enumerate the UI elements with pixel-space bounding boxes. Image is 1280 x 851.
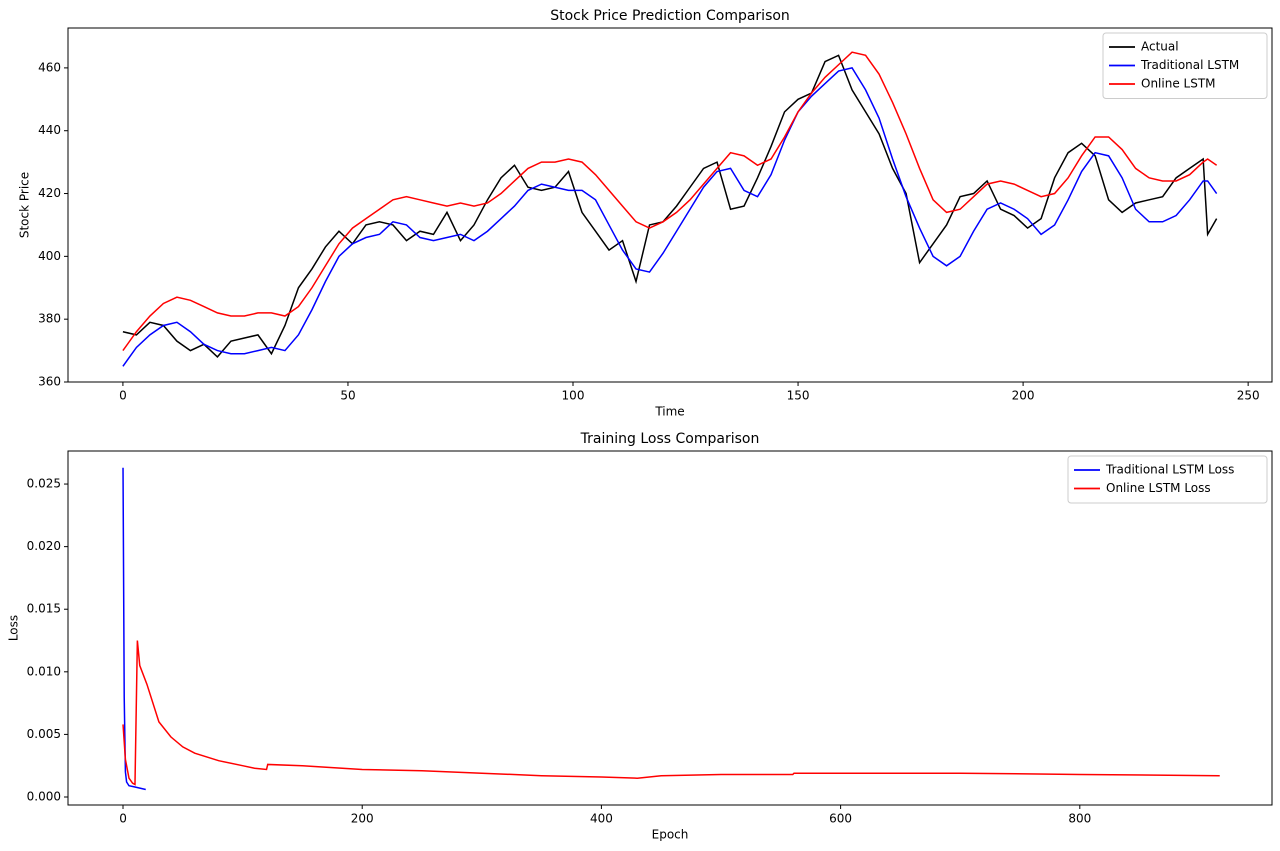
chart-title: Training Loss Comparison — [580, 431, 760, 447]
x-tick-label: 150 — [787, 389, 810, 403]
y-tick-label: 400 — [38, 249, 61, 263]
x-tick-label: 0 — [119, 812, 127, 826]
x-tick-label: 600 — [829, 812, 852, 826]
legend-label: Traditional LSTM Loss — [1105, 463, 1234, 477]
x-tick-label: 200 — [351, 812, 374, 826]
y-tick-label: 420 — [38, 186, 61, 200]
y-tick-label: 0.005 — [27, 727, 61, 741]
series-line — [123, 468, 146, 790]
x-axis-label: Time — [654, 405, 684, 419]
legend-label: Traditional LSTM — [1140, 58, 1239, 72]
y-tick-label: 0.015 — [27, 602, 61, 616]
y-tick-label: 460 — [38, 60, 61, 74]
legend-label: Actual — [1141, 40, 1179, 54]
legend-label: Online LSTM — [1141, 77, 1216, 91]
y-tick-label: 380 — [38, 312, 61, 326]
plot-frame — [68, 28, 1272, 382]
x-tick-label: 50 — [340, 389, 355, 403]
chart-title: Stock Price Prediction Comparison — [550, 8, 790, 24]
y-tick-label: 440 — [38, 123, 61, 137]
x-tick-label: 0 — [119, 389, 127, 403]
y-tick-label: 0.010 — [27, 664, 61, 678]
legend-label: Online LSTM Loss — [1106, 481, 1211, 495]
x-tick-label: 100 — [562, 389, 585, 403]
x-tick-label: 200 — [1012, 389, 1035, 403]
x-axis-label: Epoch — [652, 828, 689, 842]
y-tick-label: 0.020 — [27, 539, 61, 553]
y-tick-label: 360 — [38, 375, 61, 389]
x-tick-label: 400 — [590, 812, 613, 826]
series-line — [123, 641, 1220, 785]
series-line — [123, 52, 1217, 350]
series-line — [123, 55, 1217, 357]
y-axis-label: Stock Price — [18, 172, 32, 238]
plot-frame — [68, 451, 1272, 805]
x-tick-label: 800 — [1068, 812, 1091, 826]
y-axis-label: Loss — [7, 615, 21, 641]
y-tick-label: 0.000 — [27, 789, 61, 803]
x-tick-label: 250 — [1237, 389, 1260, 403]
y-tick-label: 0.025 — [27, 477, 61, 491]
